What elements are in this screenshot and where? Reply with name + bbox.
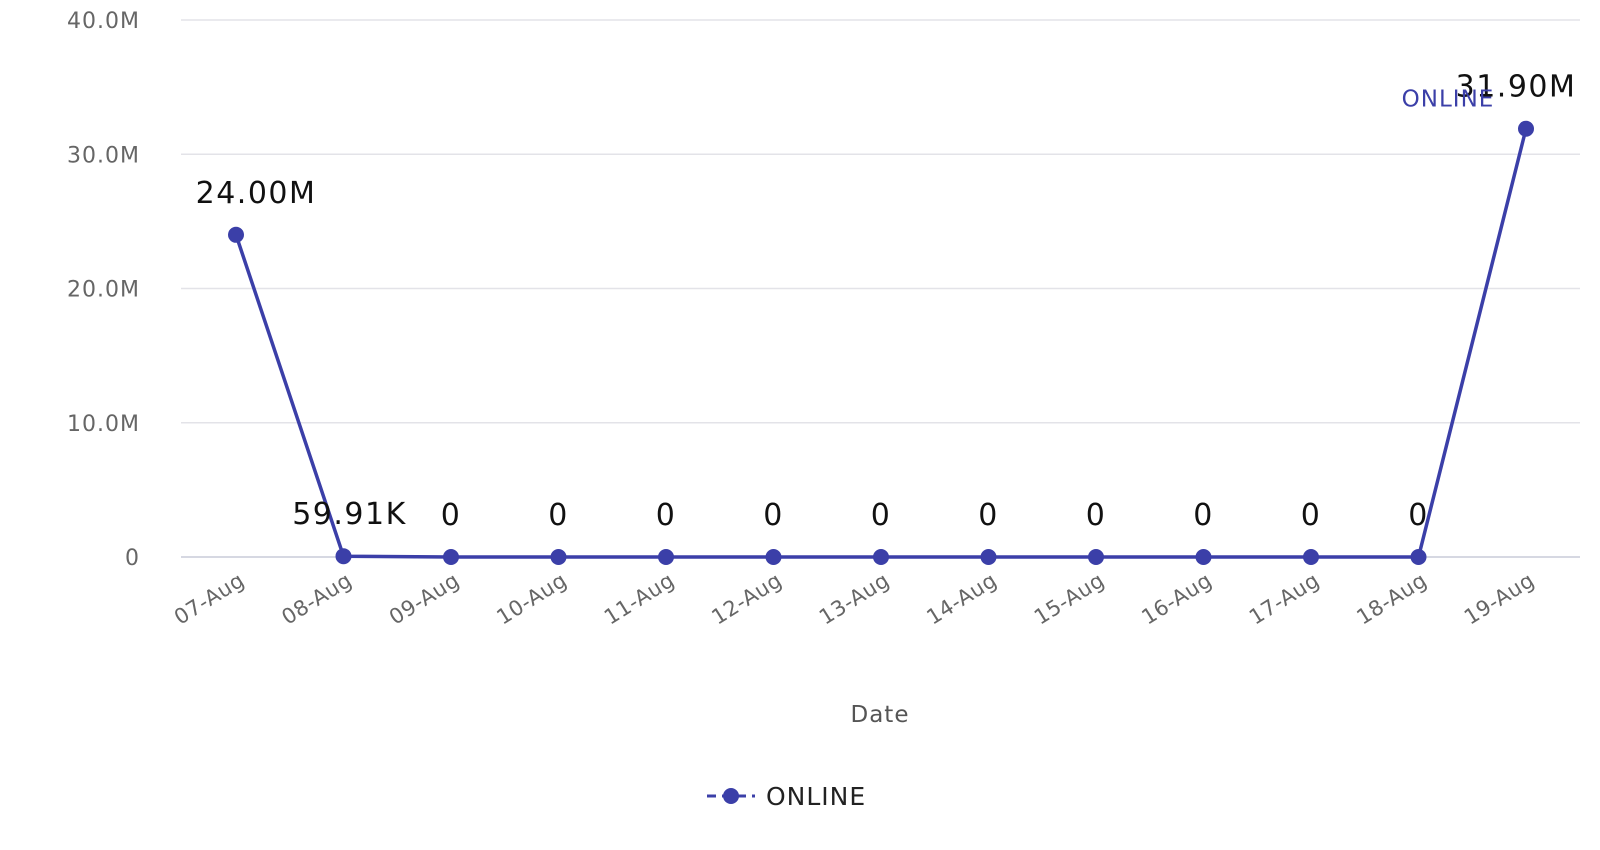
y-axis-ticks: 0 10.0M 20.0M 30.0M 40.0M	[67, 9, 140, 571]
legend-marker	[723, 788, 739, 804]
x-tick-label: 12-Aug	[707, 568, 786, 630]
data-label: 31.90M	[1456, 70, 1577, 105]
data-label: 59.91K	[292, 497, 407, 532]
data-point[interactable]	[658, 549, 674, 565]
y-tick-label: 10.0M	[67, 412, 140, 437]
series-line-group	[234, 128, 1528, 559]
data-point[interactable]	[873, 549, 889, 565]
data-point[interactable]	[980, 549, 997, 565]
data-label: 0	[548, 498, 569, 533]
data-point[interactable]	[550, 549, 567, 565]
series-end-label: ONLINE	[1402, 87, 1495, 113]
data-point[interactable]	[1088, 549, 1104, 565]
x-tick-label: 11-Aug	[600, 568, 679, 630]
data-label: 24.00M	[196, 176, 317, 211]
data-label: 0	[656, 498, 677, 533]
data-label: 0	[763, 498, 784, 533]
data-point[interactable]	[1195, 549, 1212, 565]
data-point[interactable]	[335, 548, 352, 565]
data-point[interactable]	[1518, 120, 1534, 137]
data-label: 0	[441, 498, 462, 533]
grid-lines	[181, 19, 1580, 558]
x-tick-label: 18-Aug	[1352, 568, 1431, 630]
x-tick-label: 16-Aug	[1137, 568, 1216, 630]
x-tick-label: 19-Aug	[1460, 568, 1539, 630]
data-point[interactable]	[765, 549, 782, 565]
data-label: 0	[1408, 498, 1429, 533]
series-line	[234, 128, 1528, 559]
y-tick-label: 30.0M	[67, 143, 140, 168]
x-axis-title: Date	[851, 702, 910, 728]
x-tick-label: 08-Aug	[277, 568, 356, 630]
x-tick-label: 15-Aug	[1030, 568, 1109, 630]
x-tick-label: 09-Aug	[385, 568, 464, 630]
data-point[interactable]	[443, 549, 459, 565]
x-tick-label: 07-Aug	[170, 568, 249, 630]
legend[interactable]: ONLINE	[707, 782, 866, 811]
data-label: 0	[871, 498, 892, 533]
y-tick-label: 20.0M	[67, 278, 140, 303]
data-point[interactable]	[228, 226, 244, 243]
x-tick-label: 13-Aug	[815, 568, 894, 630]
y-tick-label: 40.0M	[67, 9, 140, 34]
x-tick-label: 10-Aug	[492, 568, 571, 630]
data-label: 0	[1301, 498, 1322, 533]
data-point[interactable]	[1410, 549, 1427, 565]
data-label: 0	[978, 498, 999, 533]
x-axis-ticks: 07-Aug 08-Aug 09-Aug 10-Aug 11-Aug 12-Aug 13-A…	[170, 568, 1539, 630]
y-tick-label: 0	[125, 546, 140, 571]
legend-label: ONLINE	[766, 782, 866, 811]
x-tick-label: 17-Aug	[1245, 568, 1324, 630]
series-points	[228, 120, 1534, 565]
x-tick-label: 14-Aug	[922, 568, 1001, 630]
data-point[interactable]	[1303, 549, 1319, 565]
data-label: 0	[1086, 498, 1107, 533]
data-label: 0	[1193, 498, 1214, 533]
